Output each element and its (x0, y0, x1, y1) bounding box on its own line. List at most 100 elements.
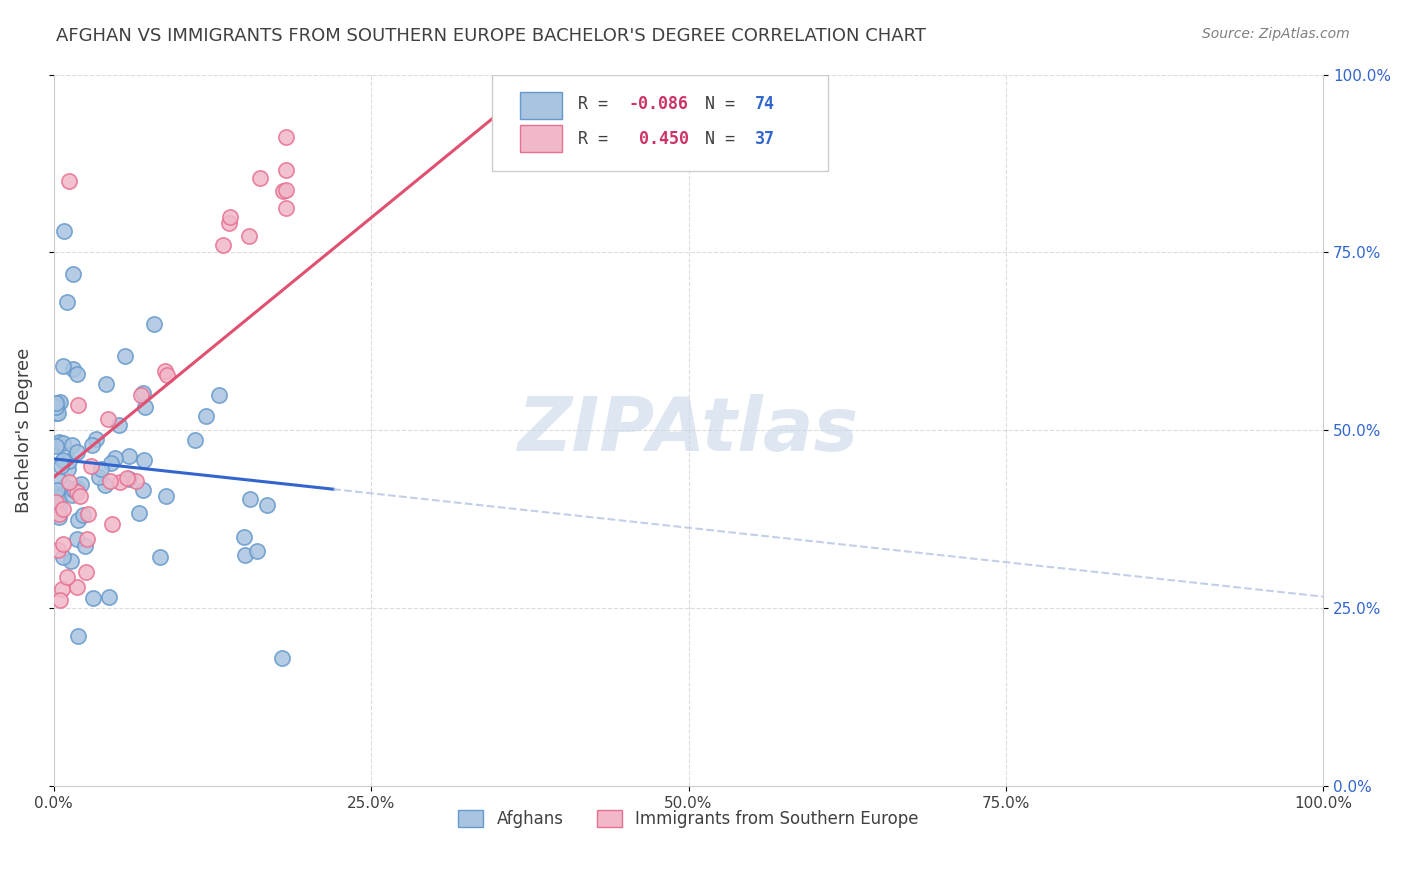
Immigrants from Southern Europe (249, 171, 271, 186)
Immigrants from Southern Europe (80, 459, 103, 474)
Afghans (48, 473, 70, 487)
Text: R =: R = (578, 95, 619, 112)
Afghans (100, 456, 122, 470)
Immigrants from Southern Europe (45, 494, 67, 508)
Immigrants from Southern Europe (131, 388, 153, 402)
Y-axis label: Bachelor's Degree: Bachelor's Degree (15, 348, 32, 513)
Afghans (94, 478, 117, 492)
Afghans (142, 317, 165, 331)
Afghans (89, 470, 111, 484)
Afghans (66, 629, 89, 643)
Afghans (70, 477, 93, 491)
Immigrants from Southern Europe (110, 475, 132, 489)
Immigrants from Southern Europe (238, 229, 260, 244)
Immigrants from Southern Europe (115, 471, 138, 485)
Afghans (52, 436, 75, 450)
Afghans (63, 483, 86, 497)
Immigrants from Southern Europe (51, 582, 73, 597)
Afghans (233, 548, 256, 562)
Text: N =: N = (704, 95, 745, 112)
Afghans (46, 437, 69, 451)
Bar (520, 92, 561, 119)
Bar (520, 125, 561, 152)
Afghans (62, 488, 84, 502)
Afghans (66, 533, 89, 547)
Text: N =: N = (704, 129, 745, 147)
Immigrants from Southern Europe (52, 502, 75, 516)
Afghans (45, 439, 67, 453)
Immigrants from Southern Europe (58, 475, 80, 489)
Afghans (233, 530, 256, 544)
Afghans (52, 359, 75, 373)
Afghans (58, 462, 80, 476)
Text: AFGHAN VS IMMIGRANTS FROM SOUTHERN EUROPE BACHELOR'S DEGREE CORRELATION CHART: AFGHAN VS IMMIGRANTS FROM SOUTHERN EUROP… (56, 27, 927, 45)
Afghans (46, 396, 69, 410)
Afghans (246, 544, 269, 558)
Afghans (89, 461, 111, 475)
Afghans (53, 224, 76, 238)
Afghans (84, 432, 107, 446)
Afghans (128, 506, 150, 520)
Afghans (195, 409, 218, 423)
Immigrants from Southern Europe (48, 508, 70, 522)
Afghans (97, 590, 120, 604)
Immigrants from Southern Europe (125, 475, 148, 489)
Text: ZIPAtlas: ZIPAtlas (517, 393, 859, 467)
Afghans (118, 449, 141, 463)
Text: 74: 74 (755, 95, 775, 112)
Afghans (72, 508, 94, 522)
Afghans (45, 400, 67, 414)
Afghans (66, 482, 89, 496)
FancyBboxPatch shape (492, 75, 828, 170)
Afghans (65, 367, 87, 381)
Afghans (52, 453, 75, 467)
Afghans (60, 438, 83, 452)
Afghans (104, 451, 127, 466)
Immigrants from Southern Europe (69, 489, 91, 503)
Immigrants from Southern Europe (56, 570, 79, 584)
Afghans (239, 492, 262, 507)
Afghans (94, 376, 117, 391)
Immigrants from Southern Europe (274, 183, 297, 197)
Afghans (48, 435, 70, 450)
Immigrants from Southern Europe (52, 536, 75, 550)
Immigrants from Southern Europe (211, 237, 233, 252)
Immigrants from Southern Europe (75, 566, 97, 580)
Immigrants from Southern Europe (274, 129, 297, 144)
Afghans (55, 479, 77, 493)
Afghans (48, 500, 70, 514)
Text: R =: R = (578, 129, 619, 147)
Immigrants from Southern Europe (77, 508, 100, 522)
Immigrants from Southern Europe (276, 201, 298, 215)
Afghans (271, 650, 294, 665)
Afghans (132, 453, 155, 467)
Afghans (107, 417, 129, 432)
Immigrants from Southern Europe (98, 475, 121, 489)
Afghans (45, 491, 67, 506)
Immigrants from Southern Europe (218, 217, 240, 231)
Immigrants from Southern Europe (66, 398, 89, 412)
Legend: Afghans, Immigrants from Southern Europe: Afghans, Immigrants from Southern Europe (451, 803, 925, 834)
Immigrants from Southern Europe (97, 412, 120, 426)
Afghans (45, 406, 67, 420)
Afghans (45, 396, 67, 410)
Afghans (114, 349, 136, 363)
Text: -0.086: -0.086 (628, 95, 689, 112)
Afghans (82, 591, 104, 606)
Afghans (55, 295, 77, 310)
Afghans (66, 513, 89, 527)
Immigrants from Southern Europe (273, 184, 295, 198)
Immigrants from Southern Europe (101, 516, 124, 531)
Text: 0.450: 0.450 (628, 129, 689, 147)
Immigrants from Southern Europe (156, 368, 179, 383)
Afghans (132, 385, 155, 400)
Afghans (62, 267, 84, 281)
Afghans (62, 362, 84, 376)
Afghans (58, 454, 80, 468)
Afghans (134, 400, 156, 414)
Afghans (58, 481, 80, 495)
Afghans (51, 458, 73, 473)
Afghans (208, 387, 231, 401)
Afghans (80, 438, 103, 452)
Afghans (49, 394, 72, 409)
